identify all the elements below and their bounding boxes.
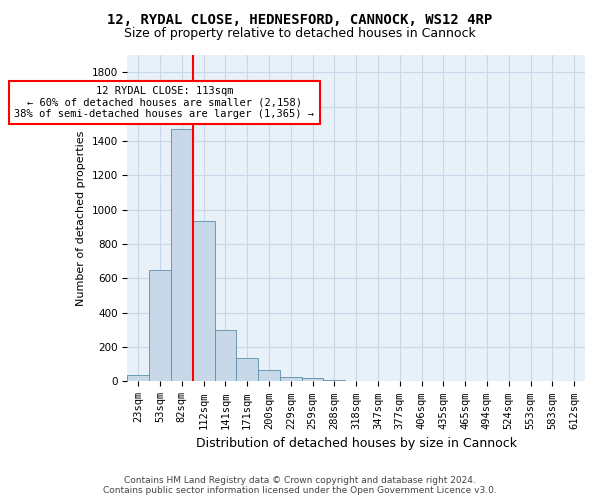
- Bar: [302, 378, 323, 382]
- Bar: [236, 358, 258, 382]
- Bar: [215, 330, 236, 382]
- Bar: [193, 221, 215, 382]
- Bar: [280, 377, 302, 382]
- Y-axis label: Number of detached properties: Number of detached properties: [76, 130, 86, 306]
- X-axis label: Distribution of detached houses by size in Cannock: Distribution of detached houses by size …: [196, 437, 517, 450]
- Bar: [345, 380, 367, 382]
- Text: Size of property relative to detached houses in Cannock: Size of property relative to detached ho…: [124, 28, 476, 40]
- Bar: [149, 270, 171, 382]
- Text: 12 RYDAL CLOSE: 113sqm
← 60% of detached houses are smaller (2,158)
38% of semi-: 12 RYDAL CLOSE: 113sqm ← 60% of detached…: [14, 86, 314, 119]
- Bar: [258, 370, 280, 382]
- Text: Contains HM Land Registry data © Crown copyright and database right 2024.
Contai: Contains HM Land Registry data © Crown c…: [103, 476, 497, 495]
- Bar: [323, 380, 345, 382]
- Text: 12, RYDAL CLOSE, HEDNESFORD, CANNOCK, WS12 4RP: 12, RYDAL CLOSE, HEDNESFORD, CANNOCK, WS…: [107, 12, 493, 26]
- Bar: [127, 374, 149, 382]
- Bar: [171, 129, 193, 382]
